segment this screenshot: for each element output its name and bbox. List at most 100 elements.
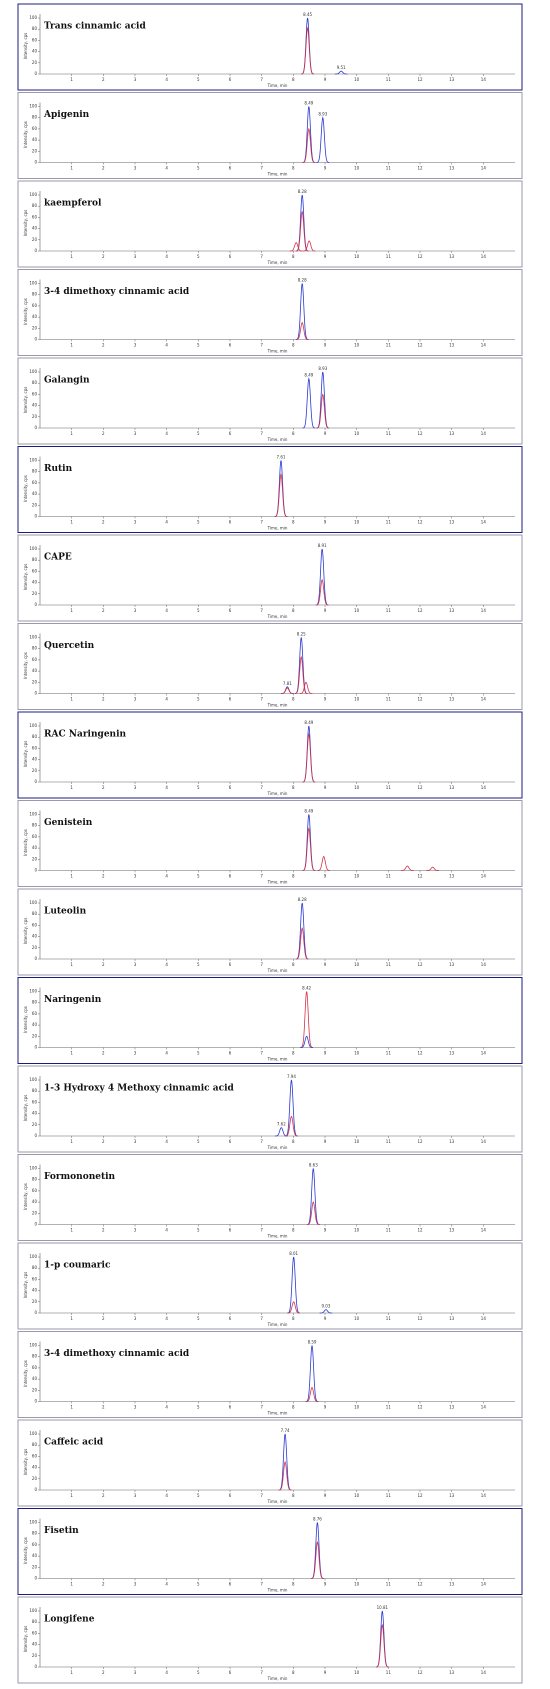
x-tick-label: 12	[417, 1405, 423, 1410]
x-tick-label: 9	[324, 1228, 327, 1233]
x-tick-label: 7	[260, 1228, 263, 1233]
x-tick-label: 13	[449, 1051, 455, 1056]
x-tick-label: 13	[449, 962, 455, 967]
x-tick-label: 3	[134, 1316, 137, 1321]
y-tick-label: 60	[32, 1011, 38, 1016]
peak	[295, 927, 309, 960]
x-axis-label: Time, min	[267, 1499, 288, 1504]
panel-frame	[17, 623, 523, 710]
x-tick-label: 6	[229, 166, 232, 171]
x-tick-label: 11	[386, 1139, 392, 1144]
x-tick-label: 1	[70, 697, 73, 702]
peak	[302, 732, 316, 783]
peak	[295, 322, 309, 340]
y-axis-label: Intensity, cps	[23, 1360, 28, 1387]
x-tick-label: 3	[134, 1582, 137, 1587]
x-axis-label: Time, min	[267, 1145, 288, 1150]
chart-title: Quercetin	[44, 641, 95, 651]
y-tick-label: 60	[32, 1453, 38, 1458]
y-tick-label: 40	[32, 934, 38, 939]
peak-label: 8.25	[297, 632, 306, 637]
x-tick-label: 5	[197, 1051, 200, 1056]
peak	[426, 866, 439, 871]
x-tick-label: 1	[70, 343, 73, 348]
x-axis-label: Time, min	[267, 614, 288, 619]
y-tick-label: 0	[34, 779, 37, 784]
y-tick-label: 0	[34, 1310, 37, 1315]
x-tick-label: 5	[197, 1582, 200, 1587]
y-axis-label: Intensity, cps	[23, 829, 28, 856]
x-tick-label: 3	[134, 962, 137, 967]
y-tick-label: 40	[32, 491, 38, 496]
x-tick-label: 8	[292, 1051, 295, 1056]
x-tick-label: 4	[165, 1228, 168, 1233]
y-tick-label: 20	[32, 502, 38, 507]
x-tick-label: 12	[417, 1051, 423, 1056]
x-axis-label: Time, min	[267, 1676, 288, 1681]
y-tick-label: 0	[34, 691, 37, 696]
y-tick-label: 100	[29, 1343, 37, 1348]
peak	[311, 1540, 324, 1579]
y-tick-label: 40	[32, 668, 38, 673]
x-tick-label: 1	[70, 1582, 73, 1587]
x-tick-label: 6	[229, 343, 232, 348]
x-tick-label: 7	[260, 343, 263, 348]
x-tick-label: 4	[165, 1051, 168, 1056]
x-tick-label: 11	[386, 431, 392, 436]
x-axis-label: Time, min	[267, 703, 288, 708]
x-tick-label: 3	[134, 1139, 137, 1144]
x-tick-label: 12	[417, 1670, 423, 1675]
panel-frame	[17, 1065, 523, 1153]
x-tick-label: 1	[70, 608, 73, 613]
x-tick-label: 2	[102, 1228, 105, 1233]
x-axis-label: Time, min	[267, 968, 288, 973]
y-tick-label: 40	[32, 1553, 38, 1558]
y-tick-label: 20	[32, 1122, 38, 1127]
peak	[285, 1115, 298, 1137]
x-tick-label: 13	[449, 77, 455, 82]
x-tick-label: 2	[102, 1493, 105, 1498]
y-tick-label: 60	[32, 1276, 38, 1281]
x-tick-label: 9	[324, 697, 327, 702]
x-tick-label: 2	[102, 1139, 105, 1144]
y-tick-label: 100	[29, 1166, 37, 1171]
chart-title: Naringenin	[44, 995, 102, 1005]
x-tick-label: 11	[386, 520, 392, 525]
y-tick-label: 0	[34, 337, 37, 342]
x-tick-label: 10	[354, 1582, 360, 1587]
x-tick-label: 13	[449, 431, 455, 436]
x-tick-label: 2	[102, 254, 105, 259]
x-tick-label: 3	[134, 1051, 137, 1056]
x-tick-label: 1	[70, 166, 73, 171]
x-tick-label: 4	[165, 431, 168, 436]
x-tick-label: 14	[481, 254, 487, 259]
y-tick-label: 0	[34, 1399, 37, 1404]
peak	[295, 210, 309, 252]
x-tick-label: 7	[260, 77, 263, 82]
x-tick-label: 14	[481, 1228, 487, 1233]
x-tick-label: 1	[70, 962, 73, 967]
chart-title: Formononetin	[44, 1172, 116, 1182]
y-tick-label: 20	[32, 945, 38, 950]
y-tick-label: 100	[29, 812, 37, 817]
peak	[319, 1309, 333, 1314]
x-tick-label: 4	[165, 962, 168, 967]
x-tick-label: 12	[417, 1582, 423, 1587]
panel-frame	[17, 1419, 523, 1507]
peak	[375, 1623, 389, 1668]
x-tick-label: 8	[292, 608, 295, 613]
x-tick-label: 5	[197, 1139, 200, 1144]
x-tick-label: 3	[134, 166, 137, 171]
y-tick-label: 40	[32, 1376, 38, 1381]
x-tick-label: 1	[70, 785, 73, 790]
y-tick-label: 100	[29, 1608, 37, 1613]
y-axis-label: Intensity, cps	[23, 121, 28, 148]
x-tick-label: 10	[354, 1670, 360, 1675]
x-tick-label: 10	[354, 1139, 360, 1144]
panel-frame	[17, 446, 523, 533]
y-tick-label: 80	[32, 823, 38, 828]
x-tick-label: 11	[386, 343, 392, 348]
x-tick-label: 14	[481, 520, 487, 525]
y-tick-label: 20	[32, 237, 38, 242]
